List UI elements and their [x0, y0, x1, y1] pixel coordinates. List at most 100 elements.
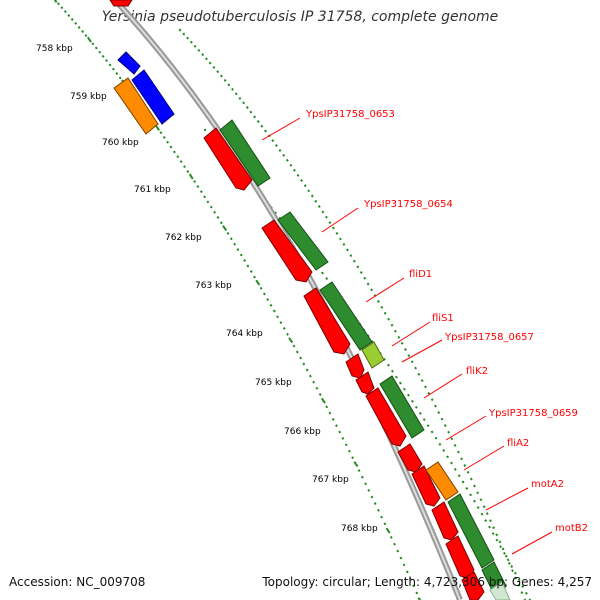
outer-ring-tick-8 — [81, 30, 85, 33]
gene-label-0659: YpsIP31758_0659 — [488, 408, 578, 419]
outer-ring-tick-84 — [334, 424, 338, 428]
inner-ring-tick-66 — [414, 366, 418, 370]
gene-label-fliK2: fliK2 — [466, 366, 488, 377]
far-ring-tick-58 — [446, 455, 450, 459]
outer-ring-tick-64 — [269, 303, 273, 307]
leader-line-fliK2 — [423, 373, 463, 399]
inner-ring-tick-21 — [256, 120, 260, 123]
outer-ring-tick-40 — [188, 173, 194, 180]
outer-ring-tick-87 — [344, 443, 348, 447]
far-ring-tick-79 — [524, 591, 528, 595]
inner-ring-tick-55 — [376, 299, 380, 303]
outer-ring-tick-94 — [367, 488, 371, 492]
outer-ring-tick-67 — [279, 321, 283, 325]
gene-label-fliS1: fliS1 — [432, 313, 454, 324]
inner-ring-tick-82 — [466, 470, 470, 474]
outer-ring-tick-100 — [385, 527, 391, 534]
inner-ring-tick-47 — [349, 254, 353, 258]
outer-ring-tick-41 — [193, 180, 197, 184]
inner-ring-tick-63 — [404, 348, 407, 351]
outer-ring-tick-103 — [396, 549, 400, 553]
far-ring-tick-52 — [422, 418, 426, 422]
gene-red-4 — [345, 353, 365, 379]
inner-ring-tick-72 — [434, 404, 437, 408]
gene-pale-end — [489, 581, 511, 600]
outer-ring-tick-109 — [415, 591, 419, 595]
kbp-labels: 758 kbp 759 kbp 760 kbp 761 kbp 762 kbp … — [36, 44, 378, 534]
far-ring-tick-71 — [495, 538, 499, 542]
far-ring-tick-0 — [203, 128, 207, 132]
inner-ring-tick-13 — [227, 83, 231, 87]
outer-ring-tick-13 — [98, 50, 102, 54]
inner-ring-tick-89 — [489, 519, 492, 523]
leader-line-motB2 — [511, 531, 553, 555]
gene-label-motB2: motB2 — [555, 523, 588, 534]
outer-tick-ring — [53, 0, 422, 600]
inner-ring-tick-2 — [186, 36, 190, 40]
inner-ring-tick-60 — [393, 329, 397, 333]
outer-ring-tick-77 — [312, 380, 316, 384]
inner-ring-tick-41 — [328, 221, 332, 225]
outer-ring-tick-56 — [243, 259, 247, 262]
inner-ring-tick-75 — [443, 424, 447, 428]
outer-ring-tick-96 — [373, 502, 377, 506]
inner-ring-tick-43 — [335, 231, 339, 235]
far-ring-tick-43 — [386, 363, 390, 367]
inner-ring-tick-37 — [314, 199, 318, 203]
kbp-label-766: 766 kbp — [284, 427, 321, 437]
outer-ring-tick-82 — [328, 411, 332, 415]
outer-ring-tick-92 — [360, 475, 364, 479]
outer-ring-tick-42 — [196, 185, 200, 189]
inner-ring-tick-25 — [271, 139, 275, 143]
gene-label-0654: YpsIP31758_0654 — [363, 199, 453, 210]
leader-line-0654 — [321, 207, 359, 233]
inner-ring-tick-3 — [189, 40, 193, 44]
inner-ring-tick-33 — [300, 179, 304, 182]
kbp-label-764: 764 kbp — [226, 329, 263, 339]
inner-ring-tick-32 — [296, 173, 300, 177]
outer-ring-tick-69 — [286, 332, 289, 336]
far-ring-tick-62 — [461, 480, 465, 484]
inner-ring-tick-17 — [242, 101, 246, 105]
inner-ring-tick-19 — [249, 110, 253, 114]
inner-ring-tick-15 — [234, 92, 238, 96]
outer-ring-tick-107 — [408, 577, 412, 581]
inner-ring-tick-22 — [260, 124, 264, 128]
inner-ring-tick-1 — [182, 32, 186, 36]
inner-ring-tick-88 — [485, 512, 489, 516]
outer-ring-tick-37 — [179, 160, 183, 164]
inner-ring-tick-6 — [201, 53, 205, 57]
leader-line-fliD1 — [365, 277, 405, 303]
inner-ring-tick-7 — [204, 57, 208, 61]
inner-ring-tick-96 — [511, 569, 514, 573]
inner-ring-tick-94 — [504, 554, 508, 558]
inner-ring-tick-65 — [410, 360, 414, 364]
leader-line-0659 — [445, 415, 487, 441]
outer-ring-tick-12 — [94, 46, 98, 50]
inner-ring-tick-95 — [507, 561, 511, 565]
inner-ring-tick-11 — [219, 74, 223, 78]
far-ring-tick-44 — [390, 369, 394, 373]
outer-ring-tick-73 — [299, 356, 303, 360]
outer-ring-tick-30 — [155, 124, 160, 131]
outer-ring-tick-33 — [166, 140, 170, 144]
outer-ring-tick-74 — [302, 362, 306, 366]
gene-lime-fliS1 — [361, 341, 385, 369]
far-ring-tick-64 — [469, 493, 473, 497]
far-ring-tick-76 — [513, 571, 517, 575]
gene-label-0657: YpsIP31758_0657 — [444, 332, 534, 343]
inner-ring-tick-74 — [440, 417, 444, 421]
gene-red-3 — [303, 287, 351, 355]
accession-footer: Accession: NC_009708 — [9, 575, 145, 589]
outer-ring-tick-108 — [412, 584, 416, 588]
outer-ring-tick-102 — [393, 542, 396, 546]
outer-ring-tick-7 — [77, 26, 81, 29]
gene-green-5 — [447, 493, 495, 569]
inner-ring-tick-87 — [482, 505, 486, 509]
leader-line-fliS1 — [391, 321, 431, 347]
outer-ring-tick-99 — [383, 522, 387, 526]
outer-ring-tick-65 — [272, 309, 276, 313]
inner-ring-tick-0 — [178, 28, 182, 32]
outer-ring-tick-44 — [203, 195, 207, 199]
inner-ring-tick-4 — [193, 44, 197, 48]
